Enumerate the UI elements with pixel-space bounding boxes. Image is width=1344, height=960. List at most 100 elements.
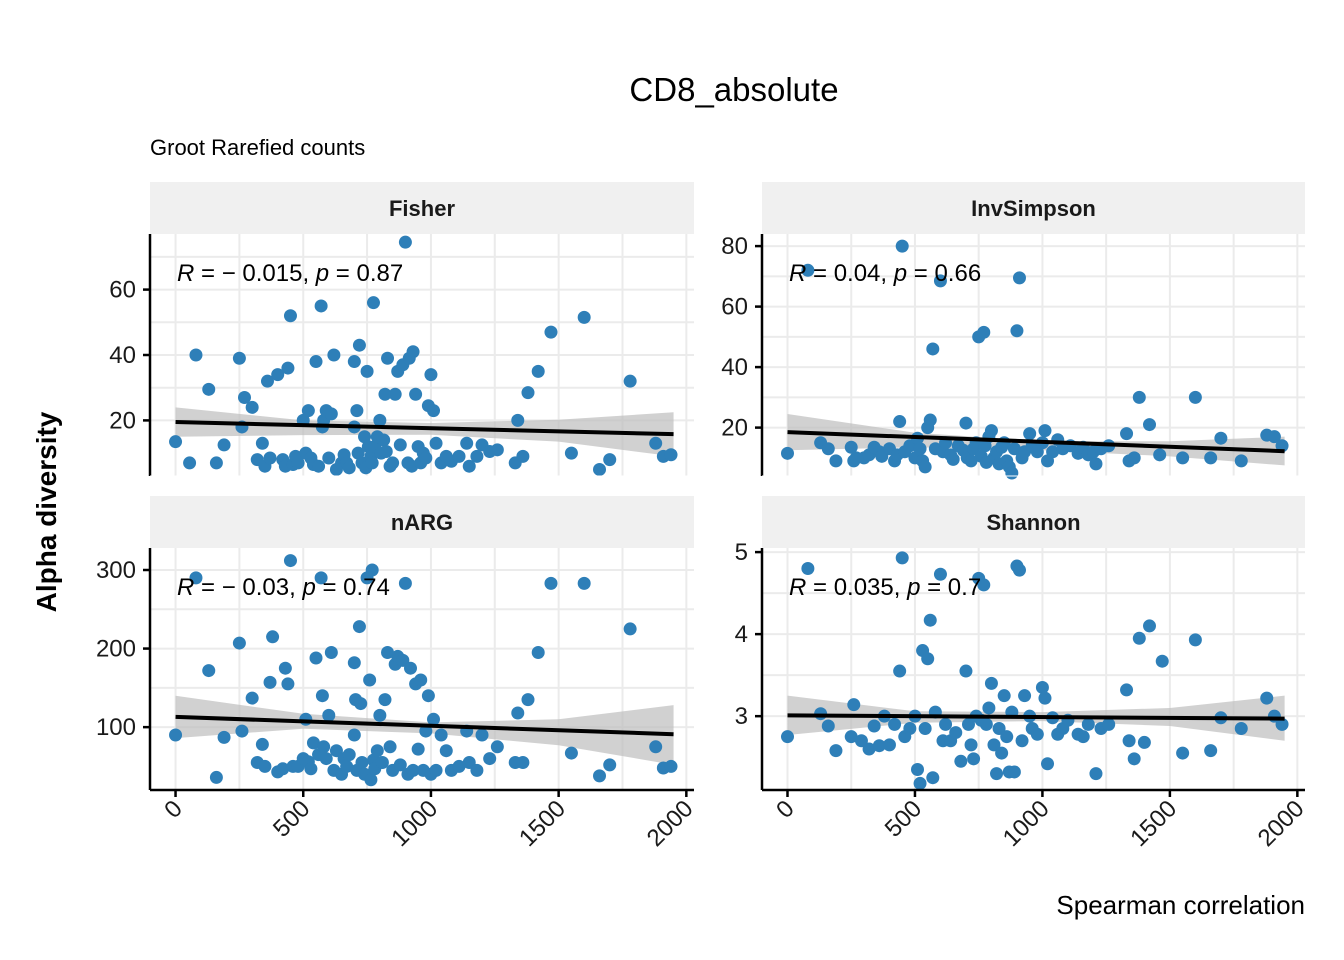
data-point	[258, 759, 272, 773]
data-point	[373, 413, 387, 427]
data-point	[309, 651, 323, 665]
data-point	[483, 752, 497, 766]
data-point	[862, 742, 876, 756]
y-tick-label: 40	[109, 342, 136, 369]
data-point	[324, 407, 338, 421]
data-point	[319, 752, 333, 766]
data-point	[564, 746, 578, 760]
data-point	[1076, 730, 1090, 744]
data-point	[847, 698, 861, 712]
data-point	[235, 724, 249, 738]
data-point	[1155, 654, 1169, 668]
data-point	[419, 724, 433, 738]
data-point	[189, 348, 203, 362]
data-point	[913, 776, 927, 790]
data-point	[1007, 765, 1021, 779]
panel-strip	[150, 182, 694, 234]
data-point	[452, 449, 466, 463]
panel-strip	[762, 182, 1305, 234]
data-point	[995, 746, 1009, 760]
panel-strip	[762, 496, 1305, 548]
data-point	[577, 310, 591, 324]
stat-annotation-part: R	[177, 260, 194, 287]
data-point	[564, 446, 578, 460]
data-point	[278, 661, 292, 675]
data-point	[306, 736, 320, 750]
data-point	[263, 675, 277, 689]
points	[780, 551, 1289, 790]
data-point	[964, 454, 978, 468]
points	[780, 239, 1289, 480]
data-point	[406, 763, 420, 777]
data-point	[309, 355, 323, 369]
stat-annotation-part: R	[789, 574, 806, 601]
data-point	[398, 576, 412, 590]
data-point	[593, 462, 607, 476]
data-point	[516, 756, 530, 769]
data-point	[990, 767, 1004, 781]
data-point	[893, 664, 907, 678]
data-point	[452, 759, 466, 773]
data-point	[378, 693, 392, 707]
data-point	[411, 742, 425, 756]
data-point	[926, 342, 940, 356]
data-point	[946, 452, 960, 466]
data-point	[623, 622, 637, 636]
data-point	[997, 689, 1011, 703]
data-point	[918, 721, 932, 735]
data-point	[593, 769, 607, 783]
data-point	[393, 758, 407, 772]
data-point	[1188, 633, 1202, 647]
data-point	[462, 459, 476, 473]
data-point	[1089, 767, 1103, 781]
data-point	[801, 562, 815, 576]
data-point	[245, 400, 259, 414]
y-tick-label: 5	[735, 539, 748, 566]
stat-annotation-part: = 0.74	[316, 574, 390, 601]
data-point	[406, 345, 420, 359]
stat-annotation: R = 0.035, p = 0.7	[789, 574, 981, 601]
data-point	[888, 717, 902, 731]
data-point	[982, 701, 996, 715]
regression-line	[175, 420, 674, 437]
panel-strip	[150, 496, 694, 548]
data-point	[370, 744, 384, 758]
panel-strip-label: InvSimpson	[971, 196, 1096, 221]
stat-annotation-part: = 0.66	[907, 260, 981, 287]
data-point	[409, 387, 423, 401]
data-point	[232, 636, 246, 650]
y-tick-label: 20	[109, 407, 136, 434]
data-point	[521, 693, 535, 707]
data-point	[623, 374, 637, 388]
data-point	[351, 446, 365, 460]
y-tick-label: 200	[96, 636, 136, 663]
data-point	[967, 752, 981, 766]
confidence-band	[175, 407, 674, 457]
stat-annotation-part: R	[789, 260, 806, 287]
data-point	[939, 717, 953, 731]
data-point	[1234, 454, 1248, 468]
data-point	[1122, 734, 1136, 748]
y-tick-label: 60	[721, 294, 748, 321]
data-point	[949, 726, 963, 740]
data-point	[342, 461, 356, 475]
data-point	[977, 325, 991, 339]
data-point	[419, 451, 433, 465]
data-point	[350, 404, 364, 418]
data-point	[281, 361, 295, 375]
stat-annotation-part: = 0.87	[329, 260, 403, 287]
data-point	[1120, 427, 1134, 441]
data-point	[386, 456, 400, 470]
data-point	[649, 436, 663, 450]
regression-line	[175, 714, 674, 737]
data-point	[363, 673, 377, 687]
data-point	[315, 689, 329, 703]
data-point	[169, 435, 183, 449]
data-point	[964, 738, 978, 752]
stat-annotation-part: = 0.7	[920, 574, 981, 601]
data-point	[358, 430, 372, 444]
data-point	[511, 413, 525, 427]
data-point	[854, 734, 868, 748]
